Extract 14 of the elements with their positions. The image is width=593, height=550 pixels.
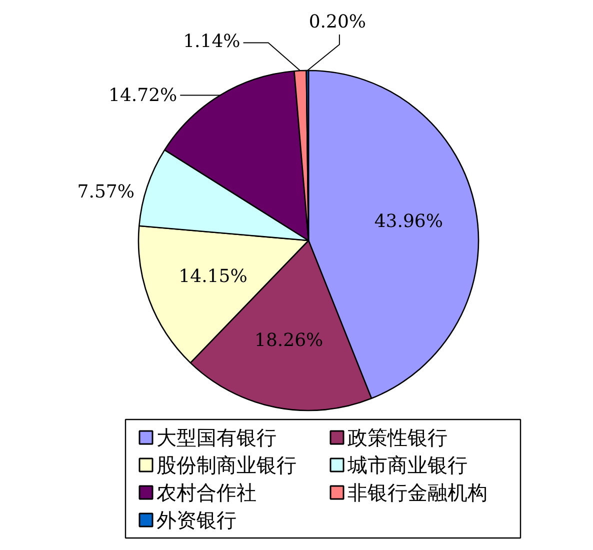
legend-label: 大型国有银行: [156, 426, 276, 450]
data-label: 7.57%: [77, 182, 134, 203]
data-label: 14.15%: [178, 266, 248, 287]
legend-label: 农村合作社: [156, 480, 256, 504]
legend-label: 非银行金融机构: [348, 480, 488, 504]
legend-label: 城市商业银行: [346, 453, 468, 477]
data-label: 18.26%: [254, 330, 324, 352]
data-label: 43.96%: [374, 210, 443, 232]
data-label: 0.20%: [308, 12, 366, 33]
legend-label: 政策性银行: [348, 426, 448, 450]
data-label: 1.14%: [183, 31, 240, 52]
data-label: 14.72%: [108, 84, 178, 106]
legend-label: 股份制商业银行: [156, 453, 296, 477]
legend-label: 外资银行: [156, 508, 236, 532]
